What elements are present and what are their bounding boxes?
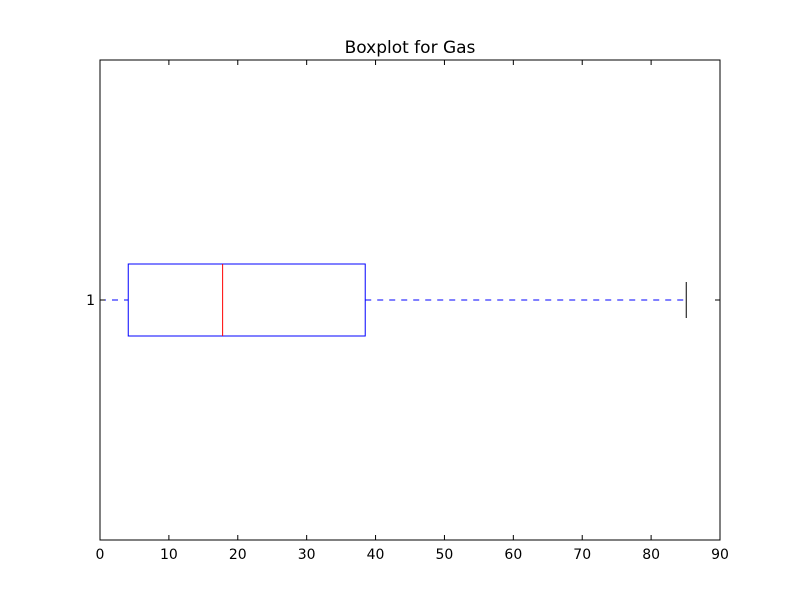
x-tick-label: 60 bbox=[504, 547, 522, 563]
x-tick-label: 10 bbox=[160, 547, 178, 563]
x-tick-label: 50 bbox=[436, 547, 454, 563]
x-tick-label: 80 bbox=[642, 547, 660, 563]
x-tick-label: 20 bbox=[229, 547, 247, 563]
y-tick-label: 1 bbox=[86, 293, 95, 309]
x-tick-label: 40 bbox=[367, 547, 385, 563]
axis-ticks: 10 10 20 30 40 50 60 70 80 90 bbox=[86, 60, 729, 563]
x-tick-label: 30 bbox=[298, 547, 316, 563]
x-tick-label: 90 bbox=[711, 547, 729, 563]
iqr-box bbox=[127, 263, 366, 337]
x-tick-label: 70 bbox=[573, 547, 591, 563]
chart-title: Boxplot for Gas bbox=[345, 38, 476, 58]
x-tick-label: 0 bbox=[96, 547, 105, 563]
